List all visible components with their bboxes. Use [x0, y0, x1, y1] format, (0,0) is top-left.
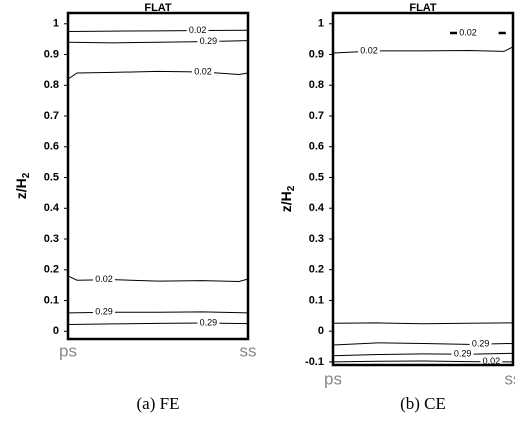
contour-label: 0.02: [95, 274, 113, 284]
plot-frame: [333, 13, 513, 365]
y-axis-label-text: z/H: [13, 178, 29, 199]
y-tick-label: 0.4: [309, 202, 325, 214]
contour-label: 0.29: [472, 339, 490, 349]
y-tick-label: 0: [318, 325, 324, 337]
y-tick-label: 0.6: [44, 141, 59, 153]
contour-line: [68, 71, 248, 79]
contour-line: [68, 323, 248, 325]
y-tick-label: 0.7: [44, 110, 59, 122]
y-tick-label: 0.3: [309, 233, 324, 245]
contour-label: 0.29: [200, 36, 218, 46]
y-tick-label: 0.7: [309, 110, 324, 122]
y-tick-label: 0.1: [309, 294, 324, 306]
contour-label: 0.02: [194, 66, 212, 76]
x-tick-label: ss: [240, 341, 257, 360]
contour-label: 0.02: [360, 46, 378, 56]
y-tick-label: 0.3: [44, 233, 59, 245]
contour-line: [68, 41, 248, 43]
caption: (a) FE: [137, 394, 180, 413]
y-tick-label: 0.4: [44, 202, 60, 214]
x-tick-label: ps: [59, 341, 77, 360]
y-tick-label: 0.2: [309, 264, 324, 276]
contour-line: [333, 323, 513, 324]
y-tick-label: -0.1: [305, 356, 324, 368]
y-axis-label: z/H2: [278, 185, 297, 212]
y-tick-label: 0.6: [309, 141, 324, 153]
contour-label: 0.02: [459, 27, 477, 37]
contour-label: 0.29: [95, 307, 113, 317]
y-tick-label: 0.8: [309, 79, 324, 91]
y-tick-label: 0.8: [44, 79, 59, 91]
caption: (b) CE: [400, 394, 446, 413]
y-axis-label-text: z/H: [278, 191, 294, 212]
y-axis-label-subscript: 2: [21, 172, 32, 178]
y-tick-label: 0: [53, 325, 59, 337]
contour-line: [68, 30, 248, 31]
y-tick-label: 1: [318, 18, 324, 30]
plot-frame: [68, 13, 248, 339]
y-tick-label: 0.9: [44, 48, 59, 60]
x-tick-label: ps: [324, 369, 342, 388]
contour-label: 0.02: [189, 25, 207, 35]
contour-label: 0.29: [200, 317, 218, 327]
y-tick-label: 0.2: [44, 264, 59, 276]
x-tick-label: ss: [505, 369, 515, 388]
y-tick-label: 0.5: [309, 171, 324, 183]
y-tick-label: 0.9: [309, 48, 324, 60]
y-tick-label: 0.1: [44, 294, 59, 306]
y-axis-label-subscript: 2: [286, 185, 297, 191]
y-tick-label: 1: [53, 18, 59, 30]
y-axis-label: z/H2: [13, 172, 32, 199]
contour-label: 0.29: [454, 349, 472, 359]
y-tick-label: 0.5: [44, 171, 59, 183]
